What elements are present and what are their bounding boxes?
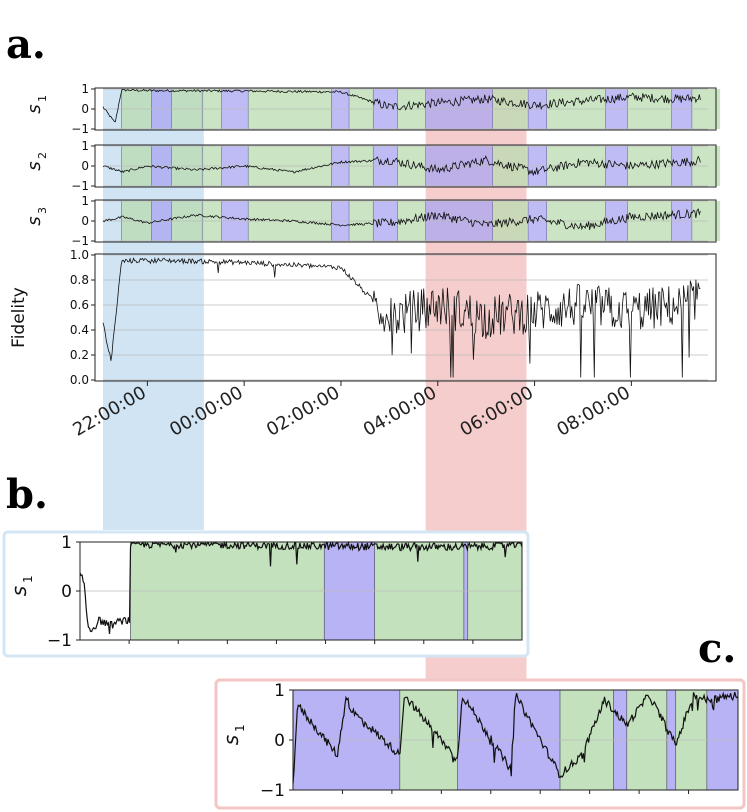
ylabel-group: s1 [219, 724, 247, 745]
ytick-label: −1 [71, 122, 89, 136]
trace-Fidelity [102, 256, 701, 378]
subplot-s2: 10−1s2 [24, 139, 721, 193]
panel-label-b: b. [6, 471, 48, 518]
ylabel: s [219, 735, 243, 745]
ytick-label: 1 [81, 194, 89, 208]
ylabel-group: s2 [24, 152, 49, 171]
trace-s1 [292, 691, 739, 784]
ytick-label: 0 [61, 582, 72, 602]
ytick-label: −1 [71, 234, 89, 248]
ytick-label: 1 [81, 82, 89, 96]
ytick-label: −1 [71, 179, 89, 193]
panel-label-c: c. [698, 625, 736, 672]
xtick-label: 02:00:00 [263, 382, 344, 441]
ylabel-subscript: 3 [36, 207, 49, 214]
ytick-label: −1 [260, 781, 285, 801]
subplot-Fidelity: 1.0 0.8 0.6 0.4 0.2 0.0 Fidelity [9, 248, 717, 387]
ylabel-subscript: 1 [36, 95, 49, 102]
xtick-label: 08:00:00 [553, 382, 634, 441]
ylabel-subscript: 2 [36, 152, 49, 159]
panel-c: 10−1s1 [214, 678, 746, 810]
trace-s2 [102, 155, 701, 176]
ylabel: s [24, 104, 45, 113]
ylabel-subscript: 1 [21, 575, 35, 583]
ytick-label: 1 [81, 139, 89, 153]
ytick-label: 0.2 [70, 348, 89, 362]
ylabel-group: s1 [7, 575, 35, 596]
ylabel: Fidelity [9, 287, 29, 348]
ylabel-group: Fidelity [9, 287, 29, 348]
trace-s3 [102, 208, 701, 231]
trace-s1 [102, 88, 701, 123]
subplot-s3: 10−1s3 [24, 194, 721, 248]
ytick-label: 1.0 [70, 248, 89, 262]
axes-frame [94, 253, 717, 382]
ytick-label: 0 [81, 102, 89, 116]
ylabel: s [7, 586, 31, 596]
ytick-label: 0 [274, 731, 285, 751]
ylabel: s [24, 161, 45, 170]
ytick-label: 0 [81, 214, 89, 228]
ylabel-group: s1 [24, 95, 49, 114]
ytick-label: 1 [274, 681, 285, 701]
panel-label-a: a. [6, 21, 46, 68]
ytick-label: 0.0 [70, 373, 89, 387]
ylabel-subscript: 1 [233, 724, 247, 732]
ylabel: s [24, 216, 45, 225]
ytick-label: −1 [47, 631, 72, 651]
trace-s1 [79, 540, 523, 635]
subplot-s1: 10−1s1 [24, 82, 721, 136]
panel-b: 10−1s1 [2, 530, 530, 658]
ytick-label: 0.4 [70, 323, 89, 337]
ylabel-group: s3 [24, 207, 49, 226]
ytick-label: 0.8 [70, 273, 89, 287]
ytick-label: 0.6 [70, 298, 89, 312]
ytick-label: 1 [61, 533, 72, 553]
ytick-label: 0 [81, 159, 89, 173]
